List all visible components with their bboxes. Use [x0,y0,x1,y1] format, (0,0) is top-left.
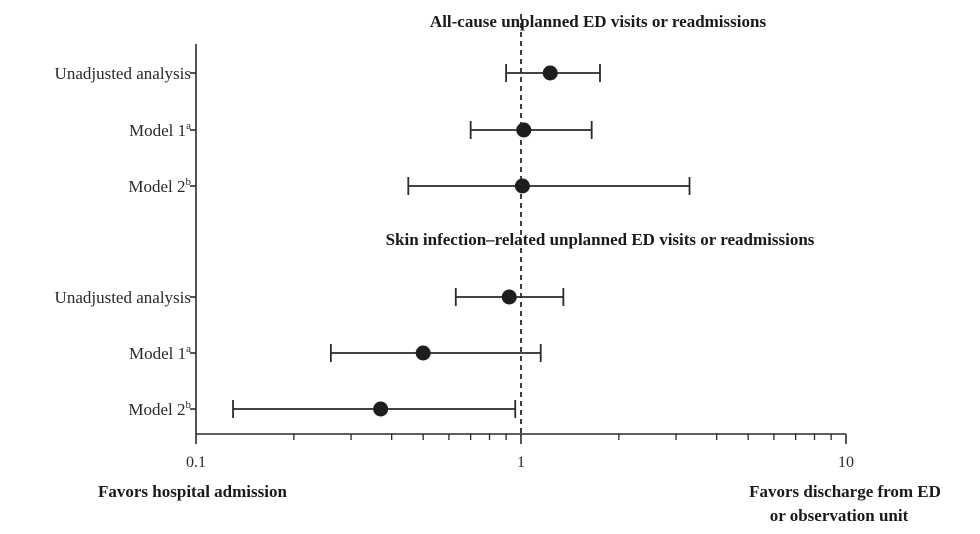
row-label: Unadjusted analysis [55,288,191,307]
row-label: Model 1a [129,343,191,363]
favor-labels: Favors hospital admission Favors discharg… [98,482,941,525]
row-label: Model 2b [128,399,191,419]
row-label-superscript: b [186,176,192,188]
point-estimate [415,345,431,361]
row-label-superscript: a [186,120,191,132]
row-label: Unadjusted analysis [55,64,191,83]
point-estimate [514,178,530,194]
point-estimate [542,65,558,81]
row-label-text: Unadjusted analysis [55,64,191,83]
row-label-text: Unadjusted analysis [55,288,191,307]
favor-left-label: Favors hospital admission [98,482,287,501]
row-label-superscript: a [186,343,191,355]
group-titles: All-cause unplanned ED visits or readmis… [386,12,815,249]
row-label-superscript: b [186,399,192,411]
row-label-text: Model 1 [129,121,186,140]
row-label-text: Model 2 [128,177,185,196]
row-label: Model 1a [129,120,191,140]
point-estimate [501,289,517,305]
favor-right-label: Favors discharge from ED [749,482,941,501]
row-label-text: Model 2 [128,400,185,419]
group-title: Skin infection–related unplanned ED visi… [386,230,815,249]
point-estimate [516,122,532,138]
row-label: Model 2b [128,176,191,196]
group-title: All-cause unplanned ED visits or readmis… [430,12,767,31]
x-tick-label: 0.1 [186,454,206,471]
row-label-text: Model 1 [129,344,186,363]
axes: 0.1 1 10 [186,44,854,471]
x-tick-label: 10 [838,454,854,471]
point-estimate [373,401,389,417]
x-tick-label: 1 [517,454,525,471]
favor-right-label: or observation unit [770,506,909,525]
